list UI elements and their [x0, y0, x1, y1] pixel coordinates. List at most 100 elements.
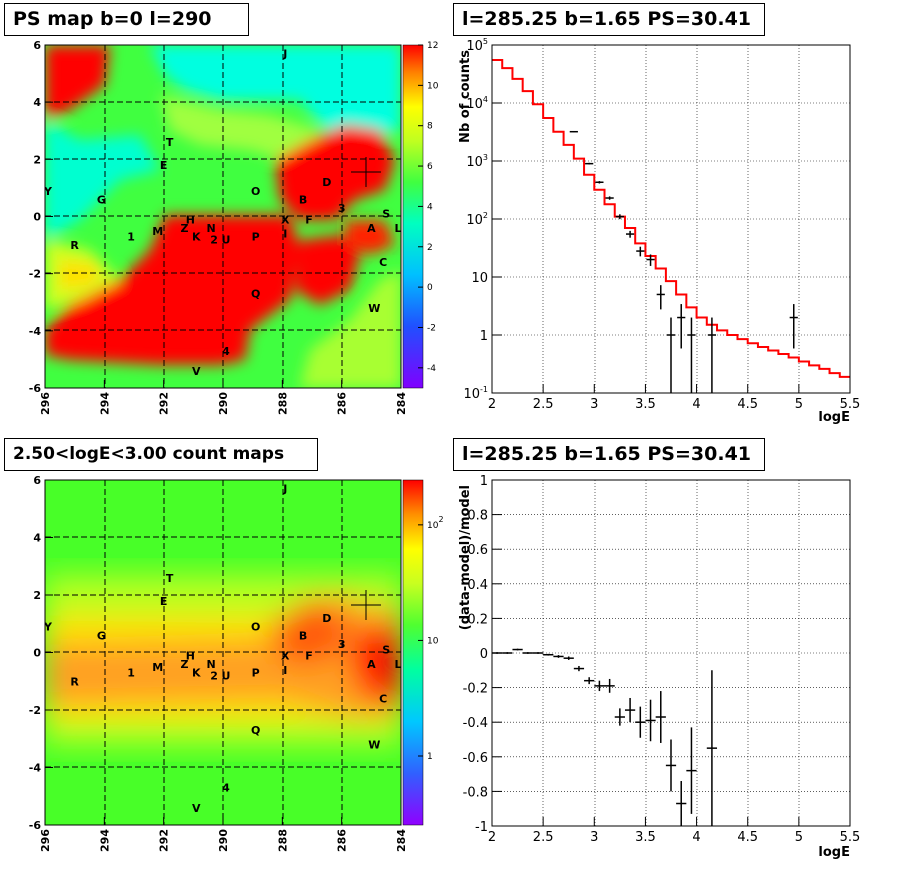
residual-point [553, 655, 564, 658]
ps-map-source-labels: J TE Y G O D B 3 S X F A L HZ N M K 2 U P I 1 R C Q W 4 V [45, 48, 401, 378]
x-tick-label: 294 [98, 829, 111, 852]
colorbar-tick-label: -2 [427, 323, 436, 333]
y-tick-label: 4 [33, 532, 41, 545]
y-tick-label: 2 [33, 589, 41, 602]
source-label: C [379, 256, 387, 269]
source-label: W [368, 302, 380, 315]
y-tick-label: 103 [466, 153, 488, 170]
x-tick-label: 294 [98, 392, 111, 415]
y-tick-label: 102 [466, 211, 488, 228]
source-label: R [70, 239, 79, 252]
source-label: R [70, 675, 79, 688]
source-label: 3 [338, 202, 346, 215]
colorbar-tick-label: 1 [427, 752, 433, 762]
spectrum-x-label: logE [818, 410, 850, 425]
data-point [605, 196, 614, 200]
y-tick-label: -6 [29, 819, 42, 832]
y-tick-label: 6 [33, 39, 41, 52]
y-tick-label: -2 [29, 268, 41, 281]
y-tick-label: 0.2 [467, 612, 488, 627]
data-point [656, 285, 665, 310]
ps-map-grid [45, 45, 401, 388]
spectrum-y-ticks: 10-1 1 10 102 103 104 105 [463, 37, 502, 402]
x-tick-label: 288 [276, 829, 289, 852]
y-tick-label: 6 [33, 474, 41, 487]
y-tick-label: 0.6 [467, 543, 488, 558]
y-tick-label: -0.2 [463, 682, 488, 697]
x-tick-label: 288 [276, 392, 289, 415]
source-label: K [192, 231, 201, 244]
y-tick-label: 0.8 [467, 509, 488, 524]
x-tick-label: 4 [692, 830, 700, 845]
source-label: 4 [222, 782, 230, 795]
count-map-heatmap: J TE Y G O D B 3 S X F A L HZ N M K 2 U P I 1 R C Q W 4 V [45, 480, 401, 825]
count-map-source-labels: J TE Y G O D B 3 S X F A L HZ N M K 2 U P I 1 R C Q W 4 V [45, 483, 401, 815]
source-label: V [192, 802, 201, 815]
x-tick-label: 4.5 [737, 830, 758, 845]
y-tick-label: -4 [29, 325, 42, 338]
y-tick-label: -4 [29, 762, 42, 775]
source-label: S [382, 208, 390, 221]
source-label: Q [251, 288, 260, 301]
y-tick-label: 104 [466, 95, 488, 112]
count-map-colorbar [402, 479, 424, 826]
source-label: P [252, 231, 260, 244]
count-map-grid [45, 480, 401, 825]
count-map-x-ticks: 296 294 292 290 288 286 284 [39, 817, 408, 852]
spectrum-panel: 2 2.5 3 3.5 4 4.5 5 5.5 10-1 1 10 102 103 104 105 log… [458, 37, 860, 425]
y-tick-label: 4 [33, 96, 41, 109]
x-tick-label: 284 [395, 392, 408, 415]
source-label: X [281, 213, 290, 226]
colorbar-tick-label: -4 [427, 364, 436, 374]
source-label: B [299, 629, 307, 642]
residual-point [665, 739, 677, 792]
residual-point [604, 678, 615, 693]
residual-point [532, 652, 544, 654]
source-label: C [379, 693, 387, 706]
source-label: N [207, 658, 216, 671]
y-tick-label: 0.4 [467, 578, 488, 593]
residual-point [635, 706, 646, 738]
y-tick-label: 10-1 [463, 385, 488, 402]
source-label: W [368, 739, 380, 752]
source-label: T [166, 572, 174, 585]
y-tick-label: 10 [471, 271, 488, 286]
y-tick-label: 0 [33, 211, 41, 224]
data-point [585, 162, 594, 165]
source-label: D [322, 176, 331, 189]
residual-x-ticks: 2 2.5 3 3.5 4 4.5 5 5.5 [488, 817, 860, 845]
residual-y-label: (data-model)/model [458, 485, 473, 630]
source-label: N [207, 222, 216, 235]
y-tick-label: 1 [480, 474, 488, 489]
colorbar-tick-label: 8 [427, 122, 433, 132]
x-tick-label: 2.5 [533, 830, 554, 845]
ps-map-heatmap: J TE Y G O D B 3 S X F A L HZ N M K 2 U P I 1 R C Q W 4 V [45, 45, 401, 388]
x-tick-label: 290 [217, 392, 230, 415]
y-tick-label: -0.8 [463, 785, 488, 800]
source-label: G [97, 193, 106, 206]
model-total-line [492, 59, 850, 378]
x-tick-label: 284 [395, 829, 408, 852]
x-tick-label: 286 [336, 829, 349, 852]
residual-panel: 2 2.5 3 3.5 4 4.5 5 5.5 1 0.8 0.6 0.4 0.2 0 -0.2 -0.4 -… [458, 474, 860, 860]
x-tick-label: 290 [217, 829, 230, 852]
ps-map-x-ticks: 296 294 292 290 288 286 284 [39, 380, 408, 415]
source-label: G [97, 629, 106, 642]
y-tick-label: -2 [29, 704, 41, 717]
source-label: D [322, 612, 331, 625]
y-tick-label: 0 [33, 647, 41, 660]
data-point [615, 214, 624, 220]
y-tick-label: 105 [466, 37, 488, 54]
colorbar-tick-label: 4 [427, 202, 433, 212]
x-tick-label: 5.5 [840, 830, 861, 845]
residual-point [676, 781, 687, 826]
source-label: X [281, 649, 290, 662]
source-label: A [367, 658, 376, 671]
source-label: T [166, 136, 174, 149]
source-label: P [252, 667, 260, 680]
spectrum-grid [492, 45, 850, 393]
colorbar-tick-label: 0 [427, 283, 433, 293]
residual-point [584, 677, 595, 685]
panel2-title: l=285.25 b=1.65 PS=30.41 [453, 3, 765, 36]
